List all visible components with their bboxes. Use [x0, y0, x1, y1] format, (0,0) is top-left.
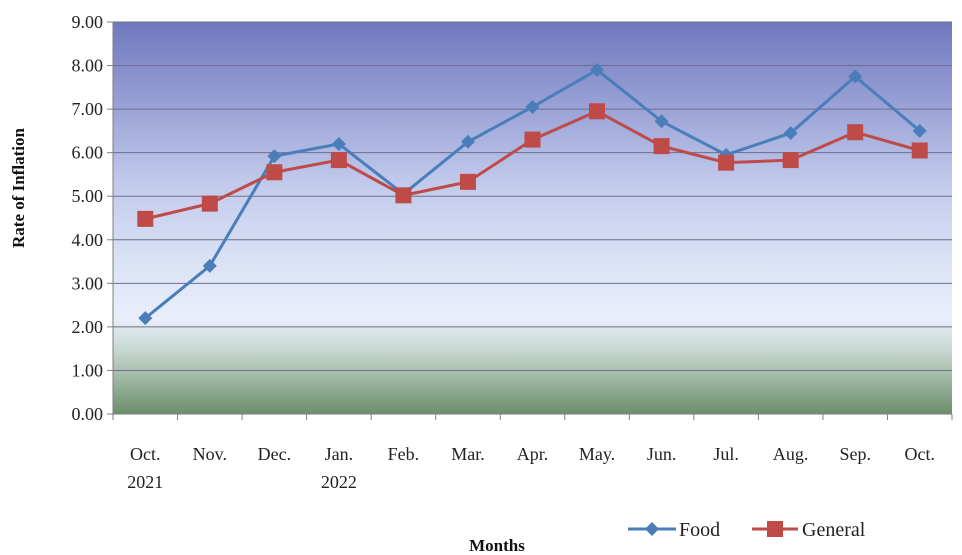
legend-food-marker [645, 522, 659, 536]
x-axis-ticks: Oct. 2021 Nov. Dec. Jan. 2022 Feb. Mar. Apr. May.… [112, 414, 953, 492]
legend-general-marker [767, 521, 783, 537]
x-tick-label-year: 2022 [321, 472, 357, 492]
data-point-food [267, 149, 282, 164]
data-point-general [395, 187, 412, 204]
legend-item-general: General [752, 519, 866, 541]
data-point-general [718, 154, 735, 171]
data-point-food [138, 311, 153, 326]
y-tick-label: 4.00 [72, 230, 104, 250]
data-point-general [330, 152, 347, 169]
gridlines [113, 21, 952, 371]
y-tick-label: 2.00 [72, 317, 104, 337]
data-point-food [590, 62, 605, 77]
data-point-food [202, 258, 217, 273]
y-tick-label: 5.00 [72, 186, 104, 206]
data-point-general [266, 164, 283, 181]
data-point-food [331, 136, 346, 151]
x-tick-label: Jan. [325, 444, 354, 464]
y-axis-ticks: 0.00 1.00 2.00 3.00 4.00 5.00 6.00 7.00 8.00 9.00 [72, 12, 113, 424]
x-tick-label: Sep. [839, 444, 871, 464]
x-tick-label: Feb. [388, 444, 420, 464]
data-point-food [848, 69, 863, 84]
legend-general-label: General [802, 519, 866, 541]
legend: Food General [628, 519, 866, 541]
data-point-general [847, 124, 864, 141]
legend-item-food: Food [628, 519, 720, 541]
data-point-general [911, 142, 928, 159]
data-point-general [589, 103, 606, 120]
data-point-general [653, 138, 670, 155]
x-tick-label: Apr. [517, 444, 549, 464]
series-layer [137, 62, 928, 326]
data-point-food [783, 126, 798, 141]
x-tick-label: Jun. [647, 444, 677, 464]
x-tick-label: Nov. [193, 444, 227, 464]
y-tick-label: 7.00 [72, 99, 104, 119]
x-tick-label: May. [579, 444, 615, 464]
data-point-food [525, 99, 540, 114]
data-point-general [782, 152, 799, 169]
data-point-food [460, 134, 475, 149]
data-point-general [524, 131, 541, 148]
y-tick-label: 6.00 [72, 143, 104, 163]
x-tick-label: Mar. [451, 444, 485, 464]
legend-food-label: Food [679, 519, 720, 541]
x-tick-label: Aug. [773, 444, 809, 464]
x-tick-label: Oct. [904, 444, 935, 464]
x-tick-label: Dec. [258, 444, 291, 464]
data-point-general [459, 173, 476, 190]
data-point-food [654, 114, 669, 129]
data-point-general [137, 210, 154, 227]
y-tick-label: 3.00 [72, 273, 104, 293]
x-tick-label-year: 2021 [127, 472, 163, 492]
y-tick-label: 0.00 [72, 404, 104, 424]
y-tick-label: 1.00 [72, 360, 104, 380]
y-tick-label: 8.00 [72, 56, 104, 76]
y-tick-label: 9.00 [72, 12, 104, 32]
data-point-food [912, 123, 927, 138]
y-axis-label: Rate of Inflation [9, 127, 28, 247]
x-tick-label: Jul. [713, 444, 739, 464]
data-point-general [201, 195, 218, 212]
plot-area [113, 22, 952, 414]
x-tick-label: Oct. [130, 444, 161, 464]
x-axis-label: Months [469, 536, 525, 555]
